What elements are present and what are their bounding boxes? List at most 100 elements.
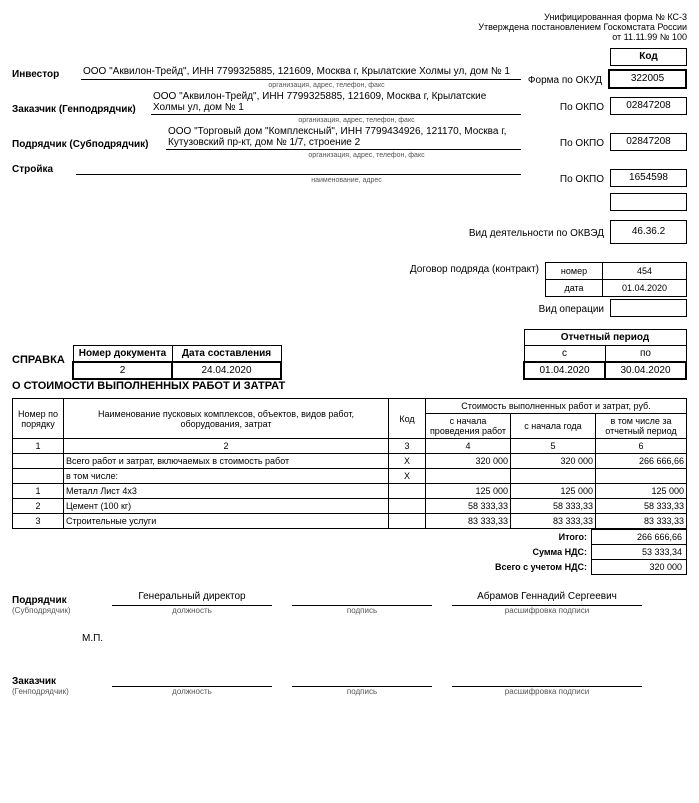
cap-position-2: должность bbox=[112, 687, 272, 696]
col-1: 1 bbox=[13, 439, 64, 454]
okved-label: Вид деятельности по ОКВЭД bbox=[469, 228, 610, 239]
itogo-val: 266 666,66 bbox=[592, 530, 687, 545]
th-name: Наименование пусковых комплексов, объект… bbox=[64, 399, 389, 439]
investor-text: ООО "Аквилон-Трейд", ИНН 7799325885, 121… bbox=[81, 66, 521, 80]
total-v5: 320 000 bbox=[511, 454, 596, 469]
col-2: 2 bbox=[64, 439, 389, 454]
cap-position-1: должность bbox=[112, 606, 272, 615]
sign-signature-2 bbox=[292, 672, 432, 687]
r3-v6: 83 333,33 bbox=[596, 514, 687, 529]
r1-name: Металл Лист 4х3 bbox=[64, 484, 389, 499]
cap-decrypt-1: расшифровка подписи bbox=[452, 606, 642, 615]
nds-val: 53 333,34 bbox=[592, 545, 687, 560]
r1-n: 1 bbox=[13, 484, 64, 499]
title-2: О СТОИМОСТИ ВЫПОЛНЕННЫХ РАБОТ И ЗАТРАТ bbox=[12, 380, 687, 392]
th-period: в том числе за отчетный период bbox=[596, 414, 687, 439]
sign-position: Генеральный директор bbox=[112, 589, 272, 606]
investor-label: Инвестор bbox=[12, 69, 81, 80]
table-row: Всего работ и затрат, включаемых в стоим… bbox=[13, 454, 687, 469]
contract-num: 454 bbox=[603, 263, 687, 280]
table-row: 1 Металл Лист 4х3 125 000 125 000 125 00… bbox=[13, 484, 687, 499]
period-from-label: с bbox=[524, 346, 605, 363]
sign-decrypt-2 bbox=[452, 672, 642, 687]
kod-header: Код bbox=[610, 48, 687, 66]
okpo3-value: 1654598 bbox=[610, 169, 687, 187]
okpo1-value: 02847208 bbox=[610, 97, 687, 115]
r2-v5: 58 333,33 bbox=[511, 499, 596, 514]
r1-v6: 125 000 bbox=[596, 484, 687, 499]
r2-v4: 58 333,33 bbox=[426, 499, 511, 514]
sign-decrypt: Абрамов Геннадий Сергеевич bbox=[452, 589, 642, 606]
total-code: Х bbox=[389, 454, 426, 469]
oper-value bbox=[610, 299, 687, 317]
caption-name: наименование, адрес bbox=[172, 177, 521, 184]
doc-num-label: Номер документа bbox=[73, 346, 172, 363]
stroika-label: Стройка bbox=[12, 164, 76, 175]
r3-name: Строительные услуги bbox=[64, 514, 389, 529]
contractor-text: ООО "Торговый дом "Комплексный", ИНН 779… bbox=[166, 126, 521, 150]
okpo2-value: 02847208 bbox=[610, 133, 687, 151]
itogo-label: Итого: bbox=[93, 530, 592, 545]
r3-n: 3 bbox=[13, 514, 64, 529]
okud-value: 322005 bbox=[608, 69, 687, 89]
caption-org-1: организация, адрес, телефон, факс bbox=[132, 82, 521, 89]
okpo1-label: По ОКПО bbox=[527, 102, 610, 113]
total-v6: 266 666,66 bbox=[596, 454, 687, 469]
cap-sign-2: подпись bbox=[292, 687, 432, 696]
form-line3: от 11.11.99 № 100 bbox=[12, 32, 687, 42]
caption-org-3: организация, адрес, телефон, факс bbox=[212, 152, 521, 159]
col-3: 3 bbox=[389, 439, 426, 454]
th-cost: Стоимость выполненных работ и затрат, ру… bbox=[426, 399, 687, 414]
col-5: 5 bbox=[511, 439, 596, 454]
caption-org-2: организация, адрес, телефон, факс bbox=[192, 117, 521, 124]
period-to-label: по bbox=[605, 346, 686, 363]
total-v4: 320 000 bbox=[426, 454, 511, 469]
sign-contractor-sub: (Субподрядчик) bbox=[12, 606, 92, 615]
col-6: 6 bbox=[596, 439, 687, 454]
sign-customer-sub: (Генподрядчик) bbox=[12, 687, 92, 696]
table-row: 3 Строительные услуги 83 333,33 83 333,3… bbox=[13, 514, 687, 529]
mp: М.П. bbox=[82, 633, 687, 644]
okved-value: 46.36.2 bbox=[610, 220, 687, 244]
okud-label: Форма по ОКУД bbox=[527, 75, 608, 86]
contract-date-label: дата bbox=[546, 280, 603, 297]
items-table: Номер по порядку Наименование пусковых к… bbox=[12, 398, 687, 529]
r1-v4: 125 000 bbox=[426, 484, 511, 499]
period-from: 01.04.2020 bbox=[524, 362, 605, 379]
oper-label: Вид операции bbox=[539, 304, 610, 315]
r1-v5: 125 000 bbox=[511, 484, 596, 499]
r2-name: Цемент (100 кг) bbox=[64, 499, 389, 514]
r3-v5: 83 333,33 bbox=[511, 514, 596, 529]
th-start: с начала проведения работ bbox=[426, 414, 511, 439]
contractor-label: Подрядчик (Субподрядчик) bbox=[12, 139, 166, 150]
withnds-val: 320 000 bbox=[592, 560, 687, 575]
doc-meta-table: Номер документа Дата составления 2 24.04… bbox=[72, 345, 282, 380]
contract-num-label: номер bbox=[546, 263, 603, 280]
sign-position-2 bbox=[112, 672, 272, 687]
contract-label: Договор подряда (контракт) bbox=[410, 262, 545, 275]
doc-date: 24.04.2020 bbox=[172, 362, 281, 379]
customer-label: Заказчик (Генподрядчик) bbox=[12, 104, 151, 115]
period-table: Отчетный период с по 01.04.2020 30.04.20… bbox=[523, 329, 687, 380]
r3-v4: 83 333,33 bbox=[426, 514, 511, 529]
period-label: Отчетный период bbox=[524, 330, 686, 346]
customer-text: ООО "Аквилон-Трейд", ИНН 7799325885, 121… bbox=[151, 91, 521, 115]
nds-label: Сумма НДС: bbox=[93, 545, 592, 560]
period-to: 30.04.2020 bbox=[605, 362, 686, 379]
cap-sign-1: подпись bbox=[292, 606, 432, 615]
contract-date: 01.04.2020 bbox=[603, 280, 687, 297]
table-row: 2 Цемент (100 кг) 58 333,33 58 333,33 58… bbox=[13, 499, 687, 514]
table-row: в том числе: Х bbox=[13, 469, 687, 484]
form-line1: Унифицированная форма № КС-3 bbox=[12, 12, 687, 22]
col-4: 4 bbox=[426, 439, 511, 454]
sign-customer: Заказчик bbox=[12, 676, 92, 687]
sign-signature-1 bbox=[292, 591, 432, 606]
okpo3-label: По ОКПО bbox=[527, 174, 610, 185]
doc-num: 2 bbox=[73, 362, 172, 379]
total-name: Всего работ и затрат, включаемых в стоим… bbox=[64, 454, 389, 469]
sign-contractor: Подрядчик bbox=[12, 595, 92, 606]
doc-date-label: Дата составления bbox=[172, 346, 281, 363]
th-code: Код bbox=[389, 399, 426, 439]
r2-v6: 58 333,33 bbox=[596, 499, 687, 514]
stroika-text bbox=[76, 161, 521, 175]
